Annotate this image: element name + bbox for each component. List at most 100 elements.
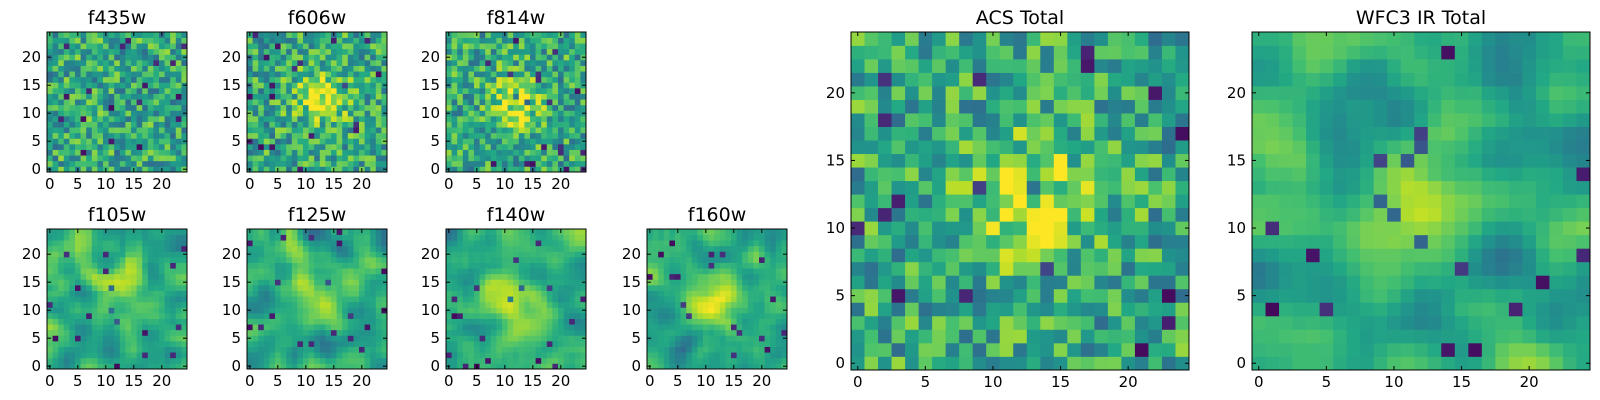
heatmap-cell — [308, 234, 315, 241]
heatmap-cell — [878, 167, 892, 182]
heatmap-cell — [1121, 248, 1136, 263]
heatmap-cell — [703, 329, 709, 336]
heatmap-cell — [381, 234, 388, 241]
heatmap-cell — [52, 346, 59, 353]
heatmap-cell — [353, 144, 360, 150]
heatmap-cell — [80, 296, 87, 303]
heatmap-cell — [1134, 207, 1149, 222]
heatmap-cell — [775, 357, 782, 364]
heatmap-cell — [91, 166, 98, 173]
heatmap-cell — [103, 88, 109, 94]
heatmap-cell — [331, 335, 337, 342]
heatmap-cell — [280, 285, 287, 291]
heatmap-cell — [269, 329, 276, 336]
heatmap-cell — [530, 268, 536, 275]
heatmap-cell — [75, 37, 81, 44]
heatmap-cell — [496, 48, 503, 55]
heatmap-cell — [347, 138, 354, 145]
heatmap-cell — [574, 65, 581, 72]
heatmap-cell — [91, 60, 98, 66]
heatmap-cell — [142, 54, 149, 61]
heatmap-cell — [314, 279, 321, 286]
heatmap-cell — [370, 234, 377, 241]
heatmap-cell — [58, 301, 65, 308]
heatmap-cell — [1094, 356, 1109, 371]
heatmap-cell — [252, 110, 259, 117]
heatmap-cell — [170, 166, 177, 173]
heatmap-cell — [530, 144, 536, 150]
heatmap-cell — [252, 273, 259, 280]
heatmap-cell — [170, 251, 177, 258]
heatmap-cell — [580, 160, 587, 167]
heatmap-cell — [359, 110, 365, 117]
heatmap-cell — [103, 262, 109, 269]
heatmap-cell — [462, 352, 469, 359]
heatmap-cell — [381, 76, 388, 83]
heatmap-cell — [524, 262, 531, 269]
heatmap-cell — [697, 357, 704, 364]
heatmap-cell — [381, 229, 388, 235]
heatmap-cell — [291, 285, 298, 291]
heatmap-cell — [181, 318, 188, 325]
heatmap-cell — [1080, 261, 1095, 276]
heatmap-cell — [331, 60, 337, 66]
heatmap-cell — [63, 43, 70, 50]
heatmap-cell — [530, 313, 536, 319]
heatmap-cell — [47, 37, 53, 44]
heatmap-cell — [164, 110, 171, 117]
heatmap-cell — [319, 307, 326, 314]
heatmap-cell — [864, 207, 879, 222]
heatmap-cell — [468, 116, 475, 122]
heatmap-cell — [291, 335, 298, 342]
heatmap-cell — [181, 76, 188, 83]
heatmap-cell — [280, 76, 287, 83]
heatmap-cell — [546, 88, 553, 94]
heatmap-cell — [731, 279, 737, 286]
heatmap-cell — [308, 352, 315, 359]
heatmap-cell — [97, 116, 104, 122]
heatmap-cell — [153, 245, 160, 252]
heatmap-cell — [719, 240, 726, 247]
heatmap-cell — [759, 251, 765, 258]
heatmap-cell — [496, 273, 503, 280]
heatmap-cell — [530, 257, 536, 263]
heatmap-cell — [181, 346, 188, 353]
heatmap-cell — [451, 301, 458, 308]
heatmap-cell — [125, 329, 132, 336]
heatmap-cell — [336, 229, 343, 235]
heatmap-cell — [136, 110, 143, 117]
heatmap-cell — [451, 88, 458, 94]
heatmap-cell — [364, 285, 371, 291]
heatmap-cell — [325, 43, 332, 50]
heatmap-cell — [474, 110, 480, 117]
heatmap-cell — [753, 234, 760, 241]
heatmap-cell — [370, 290, 377, 297]
heatmap-cell — [446, 104, 452, 111]
heatmap-cell — [308, 127, 315, 134]
heatmap-cell — [280, 132, 287, 139]
heatmap-cell — [119, 155, 126, 162]
heatmap-cell — [691, 335, 698, 342]
heatmap-cell — [496, 307, 503, 314]
heatmap-cell — [781, 229, 788, 235]
heatmap-cell — [563, 257, 570, 263]
heatmap-cell — [905, 194, 919, 209]
heatmap-cell — [725, 352, 732, 359]
heatmap-cell — [280, 335, 287, 342]
heatmap-cell — [159, 99, 165, 106]
heatmap-cell — [457, 54, 464, 61]
heatmap-cell — [314, 160, 321, 167]
heatmap-cell — [502, 144, 508, 150]
heatmap-cell — [530, 127, 536, 134]
heatmap-cell — [347, 99, 354, 106]
heatmap-cell — [275, 65, 281, 72]
heatmap-cell — [479, 229, 486, 235]
heatmap-cell — [1161, 302, 1176, 317]
heatmap-cell — [175, 341, 182, 347]
heatmap-cell — [359, 234, 365, 241]
heatmap-cell — [153, 357, 160, 364]
heatmap-cell — [669, 357, 676, 364]
heatmap-cell — [972, 180, 987, 195]
heatmap-cell — [103, 116, 109, 122]
heatmap-cell — [347, 234, 354, 241]
